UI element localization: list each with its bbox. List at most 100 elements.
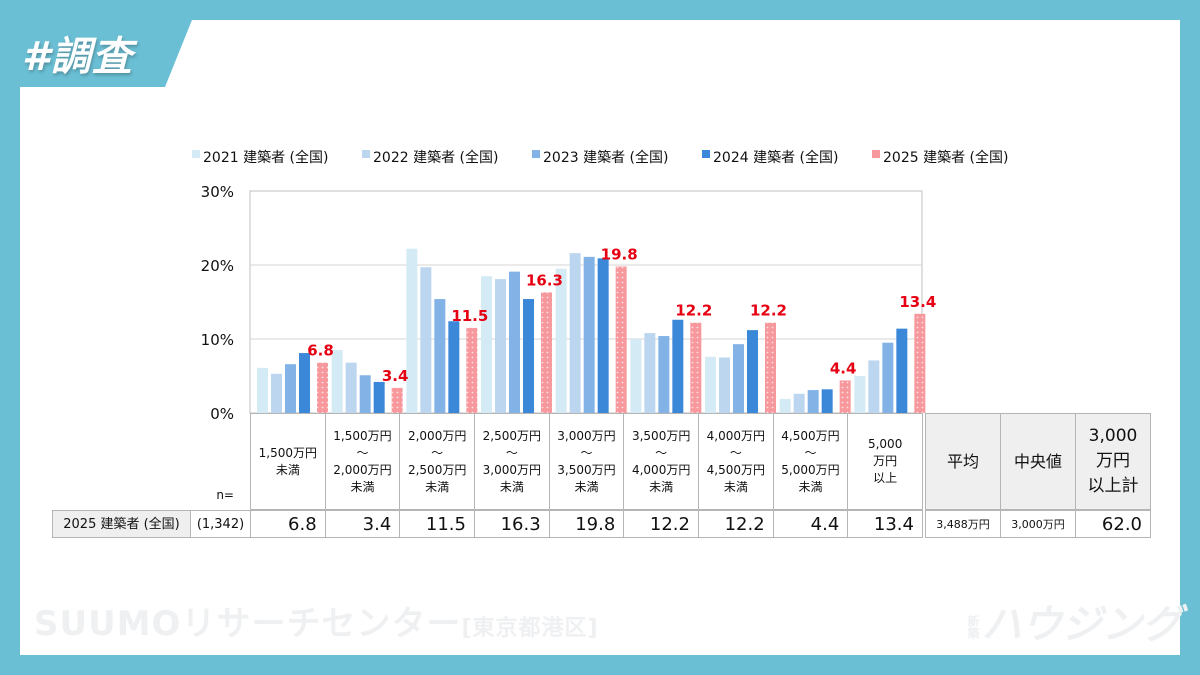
bar-2025 [317, 362, 328, 413]
bar-2025 [391, 387, 403, 413]
table-cell: 4.4 [772, 510, 849, 538]
bar-2022 [719, 357, 730, 413]
column-header: 2,500万円 ～ 3,000万円 未満 [474, 413, 550, 510]
table-cell: 16.3 [474, 510, 550, 538]
bar-2022 [793, 393, 805, 413]
bar-2021 [779, 398, 791, 413]
suumo-watermark: SUUMOリサーチセンター[東京都港区] [34, 596, 599, 645]
bar-2024 [597, 258, 609, 413]
data-label: 12.2 [750, 302, 787, 320]
y-tick-label: 0% [210, 405, 234, 423]
bar-2024 [821, 389, 833, 413]
data-label: 6.8 [307, 342, 334, 360]
header-tab [0, 0, 200, 87]
row-label: 2025 建築者 (全国) [52, 510, 191, 538]
bar-2022 [495, 279, 506, 413]
table-cell: 12.2 [698, 510, 774, 538]
bar-2023 [583, 256, 595, 413]
column-header: 2,000万円 ～ 2,500万円 未満 [399, 413, 475, 510]
bar-2023 [359, 375, 371, 413]
data-label: 4.4 [830, 359, 857, 377]
bar-2024 [896, 328, 908, 413]
data-label: 12.2 [675, 302, 712, 320]
bar-2021 [854, 376, 866, 413]
table-cell: 13.4 [847, 510, 923, 538]
y-tick-label: 10% [201, 331, 234, 349]
legend-swatch [192, 150, 200, 158]
data-label: 11.5 [451, 307, 488, 325]
bar-2021 [406, 248, 418, 413]
legend-label: 2021 建築者 (全国) [203, 149, 328, 166]
bar-2022 [345, 362, 357, 413]
bar-2021 [331, 350, 343, 413]
column-header: 中央値 [1000, 413, 1076, 510]
bar-2023 [807, 390, 819, 413]
table-cell: 11.5 [399, 510, 475, 538]
bar-2021 [630, 339, 642, 413]
bar-2022 [271, 373, 282, 413]
legend-swatch [532, 150, 540, 158]
table-cell: 12.2 [623, 510, 699, 538]
n-label: n= [216, 487, 234, 502]
bar-2022 [868, 360, 880, 413]
data-label: 19.8 [601, 245, 638, 263]
bar-2022 [420, 267, 432, 413]
table-cell: 3,488万円 [925, 510, 1001, 538]
bar-2023 [285, 364, 296, 413]
bar-2023 [434, 299, 446, 413]
y-tick-label: 20% [201, 257, 234, 275]
column-header: 4,500万円 ～ 5,000万円 未満 [772, 413, 849, 510]
housing-logo: 新築ハウジング [966, 602, 1182, 648]
bar-2023 [733, 344, 744, 413]
table-cell: 19.8 [548, 510, 625, 538]
bar-2025 [466, 327, 478, 413]
data-label: 13.4 [899, 293, 936, 311]
bar-2022 [569, 253, 581, 413]
bar-2021 [555, 268, 567, 413]
legend-swatch [872, 150, 880, 158]
data-label: 16.3 [526, 271, 563, 289]
bar-2023 [658, 336, 670, 413]
column-header: 3,000 万円 以上計 [1075, 413, 1151, 510]
bar-2024 [299, 353, 310, 413]
column-header: 4,000万円 ～ 4,500万円 未満 [698, 413, 774, 510]
column-header: 平均 [925, 413, 1001, 510]
bar-2021 [705, 356, 716, 413]
bar-2025 [615, 266, 627, 413]
bar-2025 [914, 313, 926, 413]
data-label: 3.4 [382, 367, 409, 385]
column-header: 1,500万円 ～ 2,000万円 未満 [324, 413, 401, 510]
legend-label: 2024 建築者 (全国) [713, 149, 838, 166]
legend-label: 2025 建築者 (全国) [883, 149, 1008, 166]
bar-2025 [541, 292, 552, 413]
bar-2023 [882, 342, 894, 413]
bar-2021 [257, 367, 268, 413]
column-header: 5,000 万円 以上 [847, 413, 923, 510]
bar-2025 [839, 380, 851, 413]
legend-label: 2022 建築者 (全国) [373, 149, 498, 166]
column-header: 1,500万円 未満 [250, 413, 326, 510]
bar-2022 [644, 333, 656, 413]
bar-2021 [481, 276, 492, 413]
bar-2024 [448, 321, 460, 413]
table-cell: 62.0 [1075, 510, 1151, 538]
table-cell: 3.4 [324, 510, 401, 538]
bar-2025 [690, 322, 702, 413]
legend-swatch [702, 150, 710, 158]
column-header: 3,000万円 ～ 3,500万円 未満 [548, 413, 625, 510]
table-cell: 3,000万円 [1000, 510, 1076, 538]
bar-2024 [523, 299, 534, 413]
bar-2024 [747, 330, 758, 413]
legend-label: 2023 建築者 (全国) [543, 149, 668, 166]
column-header: 3,500万円 ～ 4,000万円 未満 [623, 413, 699, 510]
tag-title: #調査 [22, 34, 133, 80]
legend-swatch [362, 150, 370, 158]
bar-2025 [765, 322, 776, 413]
y-tick-label: 30% [201, 183, 234, 201]
watermark-sub: [東京都港区] [461, 616, 599, 641]
bar-2023 [509, 271, 520, 413]
bar-2024 [672, 319, 684, 413]
bar-2024 [373, 381, 385, 413]
table-cell: 6.8 [250, 510, 326, 538]
